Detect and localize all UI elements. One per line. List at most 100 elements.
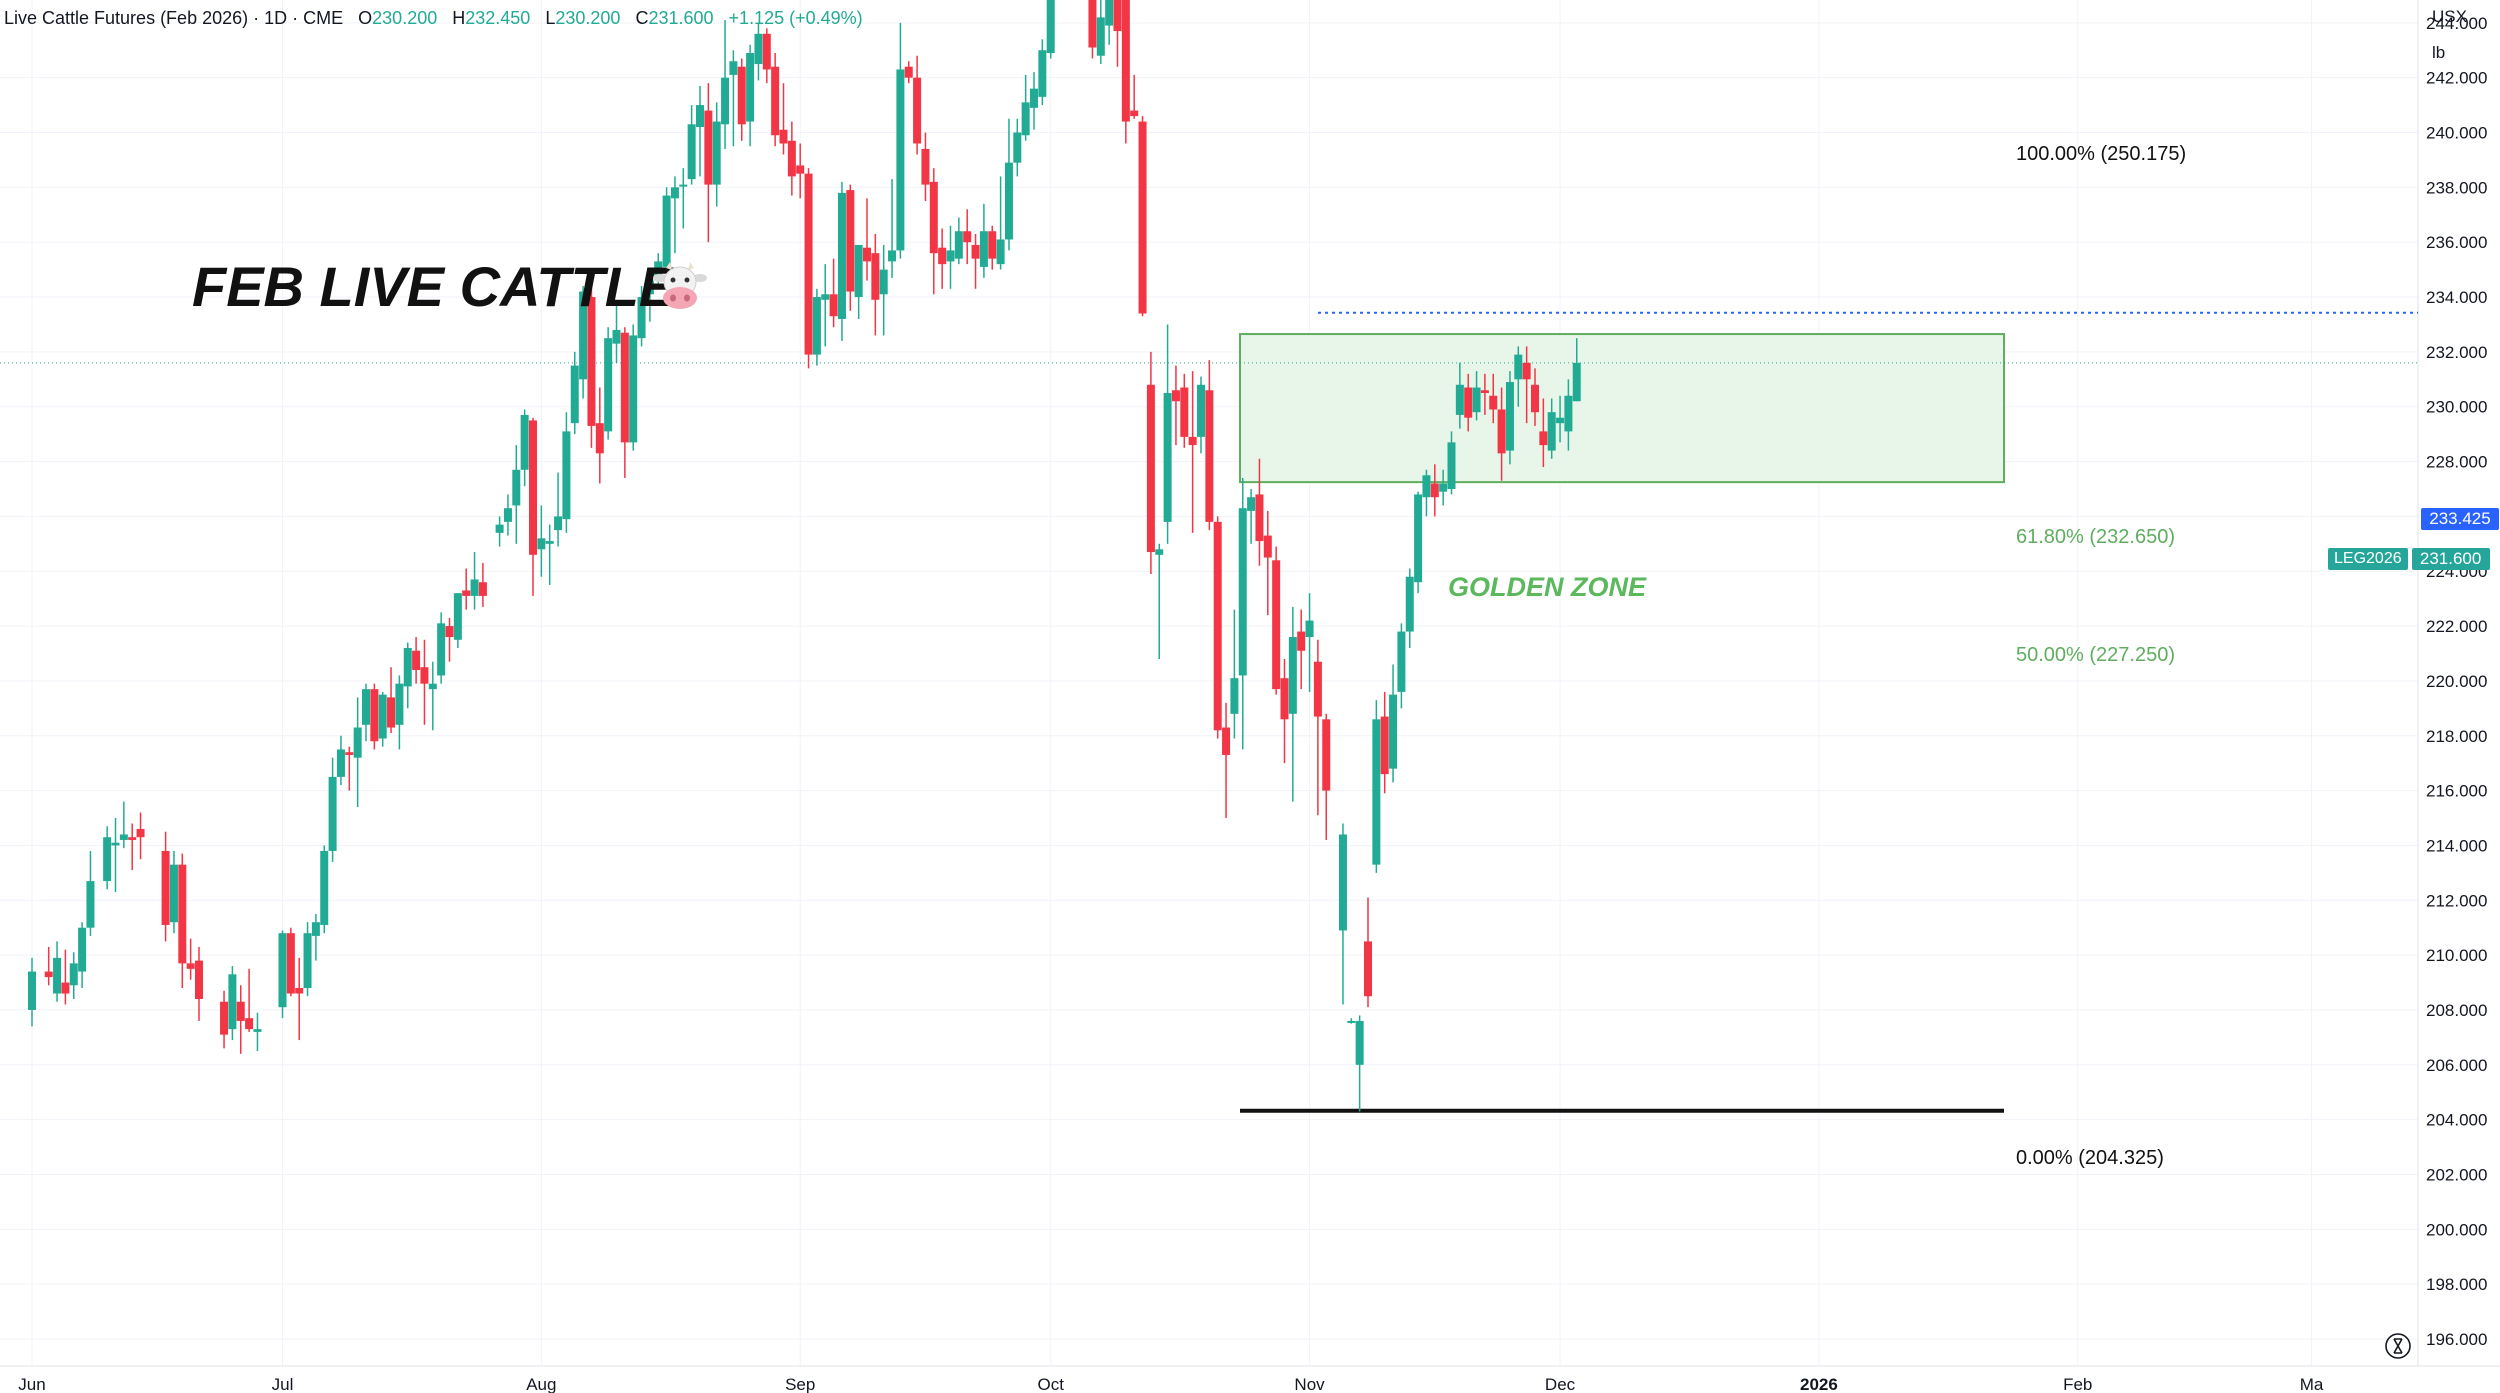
y-tick-label: 206.000: [2426, 1056, 2487, 1075]
unit-label[interactable]: lb: [2432, 43, 2446, 62]
candle-body: [78, 927, 87, 972]
golden-zone-label: GOLDEN ZONE: [1448, 572, 1647, 602]
candle-body: [1046, 0, 1055, 54]
candle-body: [453, 593, 462, 640]
y-tick-label: 218.000: [2426, 727, 2487, 746]
candle-body: [86, 881, 95, 928]
candle-body: [812, 297, 821, 355]
candle-body: [712, 121, 721, 185]
low-value: 230.200: [555, 8, 621, 28]
candle-body: [1247, 497, 1256, 511]
candle-body: [729, 61, 738, 75]
y-tick-label: 198.000: [2426, 1275, 2487, 1294]
fib-level-50-label: 50.00% (227.250): [2016, 644, 2176, 666]
candle-body: [979, 231, 988, 267]
candle-body: [1155, 549, 1164, 555]
candle-body: [662, 195, 671, 267]
y-tick-label: 232.000: [2426, 343, 2487, 362]
candle-body: [1238, 508, 1247, 676]
candle-body: [554, 516, 563, 531]
candle-body: [161, 850, 170, 925]
candle-body: [53, 957, 62, 994]
last-price-tag[interactable]: LEG2026 231.600: [2328, 548, 2490, 570]
candle-body: [1405, 576, 1414, 632]
candle-body: [1004, 162, 1013, 240]
cow-face-icon: [653, 262, 707, 309]
chart-title: FEB LIVE CATTLE: [192, 255, 677, 318]
candle-body: [378, 694, 387, 739]
candle-body: [721, 77, 730, 125]
candle-body: [1547, 412, 1556, 451]
x-tick-label: Jul: [272, 1375, 294, 1393]
candle-body: [1280, 678, 1289, 720]
candle-body: [946, 250, 955, 262]
candle-body: [1255, 494, 1264, 542]
candle-body: [370, 689, 379, 742]
candle-body: [1222, 727, 1231, 755]
candle-body: [295, 988, 304, 994]
y-tick-label: 242.000: [2426, 69, 2487, 88]
low-label: L: [545, 8, 556, 28]
horizontal-line-price-tag[interactable]: 233.425: [2421, 508, 2499, 530]
candle-body: [1138, 121, 1147, 314]
high-value: 232.450: [465, 8, 531, 28]
candle-body: [529, 420, 537, 555]
close-label: C: [635, 8, 649, 28]
candle-body: [1105, 0, 1114, 26]
candle-body: [1322, 719, 1331, 791]
candle-body: [420, 667, 429, 684]
candle-body: [320, 850, 329, 925]
candle-body: [136, 828, 145, 838]
candle-body: [620, 332, 629, 443]
candle-body: [904, 66, 913, 78]
candle-body: [428, 683, 437, 690]
candle-body: [387, 697, 396, 728]
candle-body: [1364, 941, 1372, 997]
symbol-title[interactable]: Live Cattle Futures (Feb 2026) · 1D · CM…: [4, 8, 344, 28]
candle-body: [1539, 431, 1548, 446]
candle-body: [579, 291, 588, 380]
candle-body: [345, 752, 354, 755]
candle-body: [988, 231, 997, 259]
y-tick-label: 214.000: [2426, 836, 2487, 855]
candle-body: [854, 244, 863, 298]
candle-body: [1030, 88, 1038, 108]
candle-body: [1013, 132, 1022, 163]
candle-body: [1455, 384, 1464, 415]
y-tick-label: 244.000: [2426, 14, 2487, 33]
candle-body: [771, 66, 780, 136]
candle-body: [1556, 417, 1565, 424]
candle-body: [1171, 390, 1180, 402]
candle-body: [587, 297, 596, 426]
settings-icon[interactable]: [2384, 1332, 2412, 1360]
candle-body: [1472, 387, 1481, 413]
candle-body: [119, 834, 128, 840]
candle-body: [111, 842, 120, 846]
candle-body: [328, 776, 337, 851]
candle-body: [520, 414, 529, 470]
candle-body: [1422, 475, 1431, 498]
candle-body: [938, 247, 947, 265]
candle-body: [495, 524, 504, 533]
candle-body: [954, 231, 963, 259]
candle-body: [654, 261, 663, 281]
candle-body: [1497, 409, 1506, 454]
y-tick-label: 204.000: [2426, 1111, 2487, 1130]
candle-body: [1096, 17, 1105, 56]
candle-body: [1397, 631, 1406, 692]
currency-label[interactable]: USX: [2432, 7, 2467, 26]
candle-body: [103, 837, 112, 882]
candle-body: [503, 508, 512, 522]
candle-body: [829, 294, 838, 317]
last-price-value: 231.600: [2411, 548, 2490, 570]
candle-body: [687, 124, 696, 180]
x-tick-label: Feb: [2063, 1375, 2092, 1393]
fib-level-618-label: 61.80% (232.650): [2016, 526, 2176, 548]
candle-body: [796, 165, 805, 174]
y-tick-label: 234.000: [2426, 288, 2487, 307]
candle-body: [220, 1001, 229, 1035]
candle-body: [1531, 384, 1539, 413]
candle-body: [1564, 395, 1573, 432]
candle-body: [929, 181, 938, 254]
